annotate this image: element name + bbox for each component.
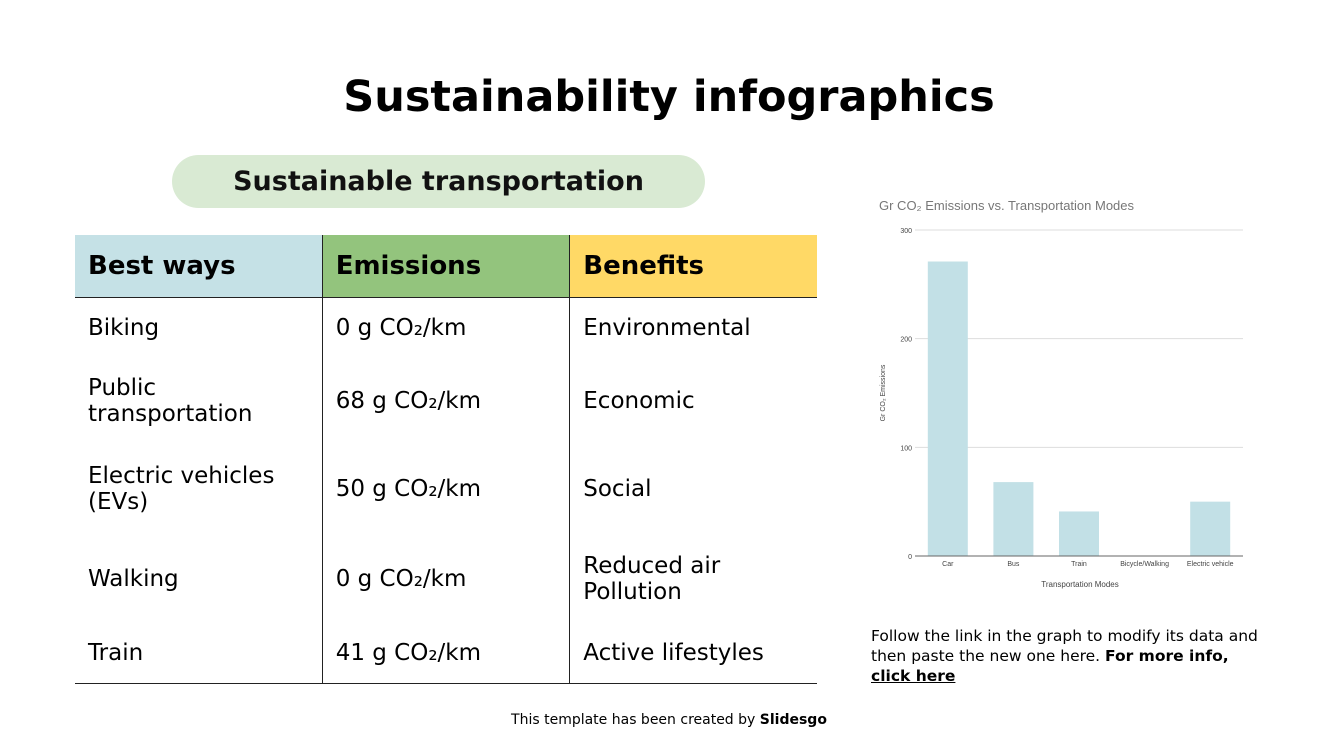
emissions-chart[interactable]: Gr CO₂ Emissions vs. Transportation Mode… [860, 190, 1260, 600]
cell: Public transportation [88, 375, 253, 427]
info-note: Follow the link in the graph to modify i… [871, 626, 1271, 686]
click-here-link[interactable]: click here [871, 667, 956, 685]
cell: 68 g CO₂/km [321, 358, 570, 444]
chart-title: Gr CO₂ Emissions vs. Transportation Mode… [879, 198, 1135, 213]
y-tick-label: 0 [908, 554, 912, 561]
page-title: Sustainability infographics [343, 72, 995, 122]
cell: Train [88, 639, 144, 666]
cell: Reduced air Pollution [569, 534, 817, 623]
cell: Walking [88, 565, 179, 592]
bar-train [1059, 511, 1099, 556]
table-row: Public transportation 68 g CO₂/km Economic [75, 358, 817, 444]
bar-bus [993, 482, 1034, 556]
x-axis-label: Transportation Modes [1041, 580, 1119, 589]
y-tick-label: 300 [900, 228, 912, 235]
cell: 0 g CO₂/km [321, 534, 570, 623]
note-bold: For more info, [1105, 647, 1229, 665]
cell: Electric vehicles (EVs) [88, 463, 275, 515]
header-benefits: Benefits [569, 235, 817, 298]
table-row: Biking 0 g CO₂/km Environmental [75, 297, 817, 359]
x-tick-label: Bicycle/Walking [1120, 561, 1169, 568]
y-tick-label: 100 [900, 445, 912, 452]
x-tick-label: Car [942, 561, 954, 568]
cell: Economic [569, 358, 817, 444]
x-tick-label: Bus [1007, 561, 1020, 568]
cell: Biking [88, 315, 160, 342]
y-axis-label: Gr CO₂ Emissions [880, 364, 887, 421]
bar-car [927, 261, 968, 556]
credit-text: This template has been created by [511, 712, 760, 728]
header-best-ways: Best ways [75, 235, 323, 298]
credit-footer: This template has been created by Slides… [0, 712, 1338, 728]
transport-table: Best ways Emissions Benefits Biking 0 g C… [75, 235, 817, 684]
cell: 0 g CO₂/km [321, 297, 570, 359]
x-tick-label: Electric vehicle [1187, 561, 1234, 568]
y-tick-label: 200 [900, 337, 912, 344]
table-row: Walking 0 g CO₂/km Reduced air Pollution [75, 534, 817, 623]
brand-link[interactable]: Slidesgo [759, 712, 827, 728]
header-emissions: Emissions [321, 235, 570, 298]
cell: Active lifestyles [569, 622, 817, 684]
cell: Social [569, 443, 817, 535]
x-tick-label: Train [1071, 561, 1087, 568]
cell: 41 g CO₂/km [321, 622, 570, 684]
bar-electric-vehicle [1190, 501, 1231, 556]
section-subtitle: Sustainable transportation [172, 155, 705, 208]
cell: Environmental [569, 297, 817, 359]
table-row: Train 41 g CO₂/km Active lifestyles [75, 622, 817, 684]
table-row: Electric vehicles (EVs) 50 g CO₂/km Social [75, 443, 817, 535]
note-text: Follow the link in the graph to modify i… [871, 627, 1258, 665]
cell: 50 g CO₂/km [321, 443, 570, 535]
